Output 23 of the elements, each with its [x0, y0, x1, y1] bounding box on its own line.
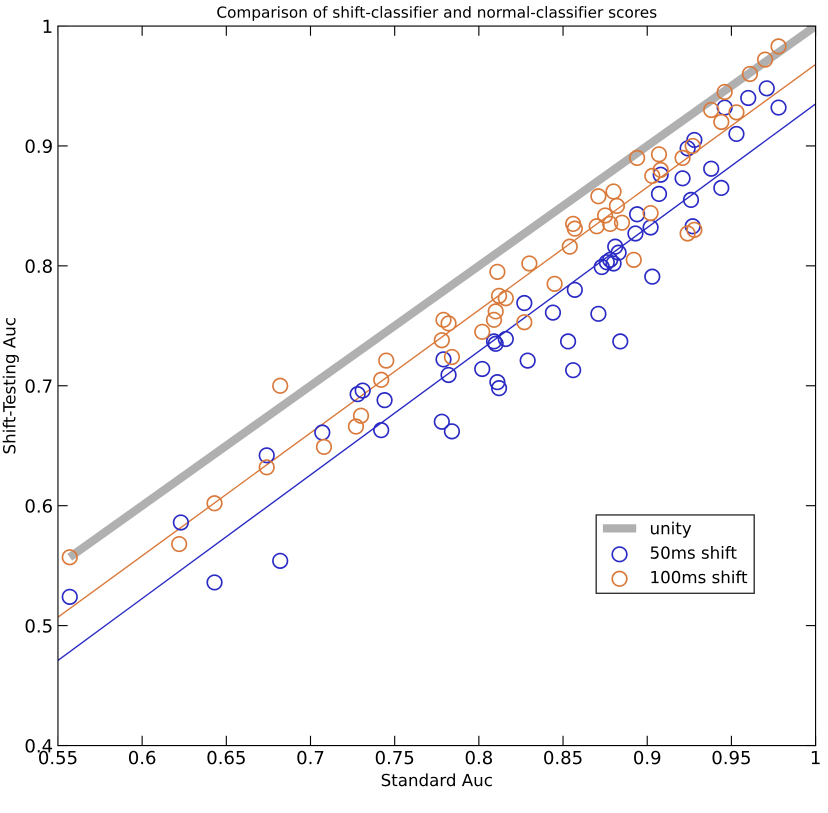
- x-tick-label: 0.85: [544, 750, 582, 764]
- chart-title: Comparison of shift-classifier and normal-classifier scores: [217, 6, 656, 21]
- y-tick-label: 0.7: [26, 379, 52, 393]
- x-tick-label: 0.55: [39, 750, 76, 764]
- legend-label: 100ms shift: [651, 570, 748, 584]
- legend-label: unity: [650, 522, 692, 538]
- x-tick-label: 0.95: [712, 750, 750, 764]
- x-tick-label: 0.8: [466, 750, 492, 764]
- x-tick-label: 1: [812, 750, 820, 764]
- x-tick-label: 0.7: [297, 750, 324, 764]
- x-axis-title: Standard Auc: [382, 773, 492, 786]
- x-tick-label: 0.65: [207, 750, 245, 764]
- x-tick-label: 0.9: [634, 750, 660, 764]
- y-tick-label: 0.4: [26, 738, 52, 753]
- legend-label: 50ms shift: [650, 546, 737, 559]
- y-tick-label: 0.9: [26, 139, 52, 154]
- y-axis-title: Shift-Testing Auc: [2, 318, 19, 454]
- x-tick-label: 0.6: [128, 750, 156, 764]
- y-tick-label: 0.8: [26, 259, 52, 273]
- y-tick-label: 0.6: [26, 499, 52, 513]
- x-tick-label: 0.75: [376, 750, 414, 764]
- y-tick-label: 0.5: [26, 619, 52, 633]
- y-tick-label: 1: [44, 20, 52, 33]
